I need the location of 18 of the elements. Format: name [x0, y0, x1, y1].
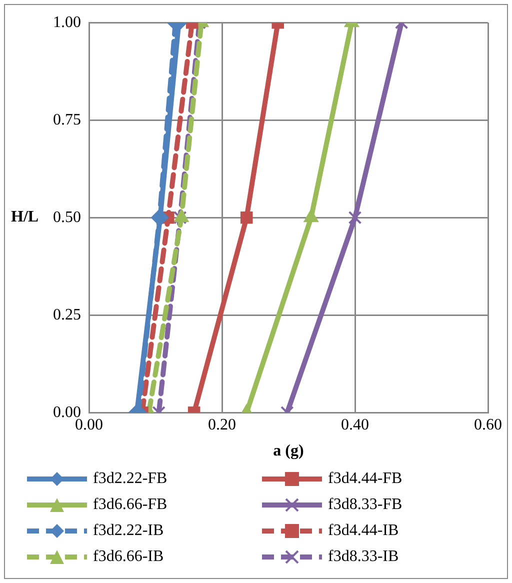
x-tick-label: 0.60: [474, 416, 502, 434]
legend-label: f3d8.33-FB: [328, 496, 402, 514]
legend-label: f3d6.66-FB: [93, 496, 168, 514]
legend-label: f3d6.66-IB: [93, 548, 164, 566]
y-tick-label: 1.00: [53, 14, 81, 31]
legend-label: f3d2.22-FB: [93, 470, 168, 488]
y-axis-title: H/L: [11, 208, 39, 226]
x-tick-label: 0.20: [208, 416, 236, 434]
x-tick-label: 0.00: [75, 416, 103, 434]
legend-label: f3d8.33-IB: [328, 548, 399, 566]
x-tick-label: 0.40: [341, 416, 369, 434]
y-tick-label: 0.75: [53, 111, 81, 128]
x-axis-title: a (g): [273, 442, 304, 460]
y-tick-label: 0.25: [53, 306, 81, 324]
legend-label: f3d2.22-IB: [93, 522, 164, 540]
legend-label: f3d4.44-IB: [328, 522, 399, 540]
y-tick-label: 0.50: [53, 208, 81, 226]
legend-label: f3d4.44-FB: [328, 470, 402, 488]
